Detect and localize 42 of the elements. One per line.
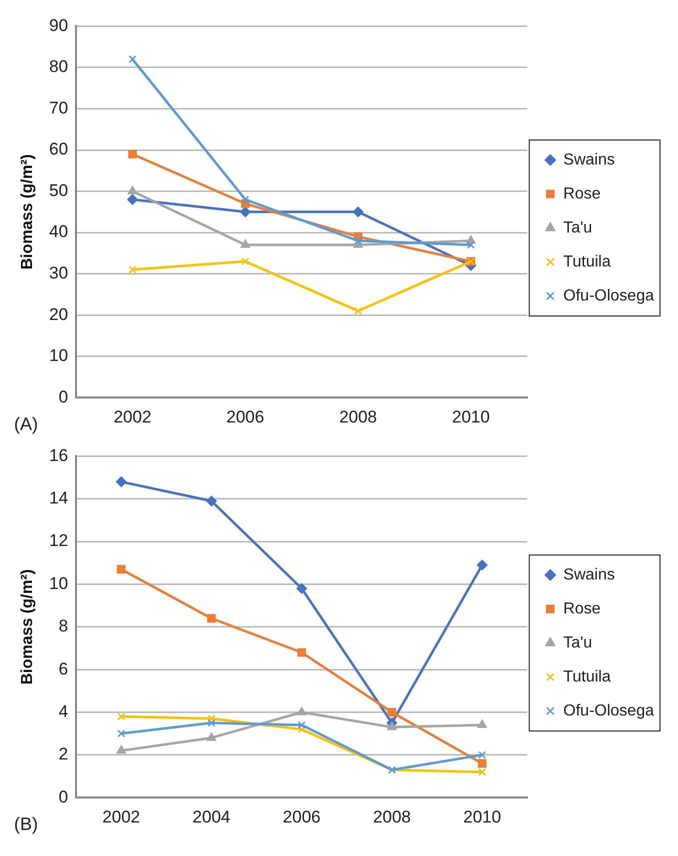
legend-label: Ta'u: [563, 219, 592, 236]
text: (B): [14, 814, 38, 834]
x-tick-label: 2010: [452, 407, 490, 426]
text: (A): [14, 414, 38, 434]
x-tick-label: 2006: [226, 407, 264, 426]
y-tick-label: 12: [49, 531, 68, 550]
y-tick-label: 60: [49, 140, 68, 159]
legend-label: Tutuila: [563, 253, 611, 270]
legend-label: Ofu-Olosega: [563, 702, 654, 720]
x-tick-label: 2008: [373, 807, 411, 826]
x-tick-label: 2004: [192, 807, 230, 826]
legend-label: Rose: [563, 600, 601, 618]
x-tick-label: 2002: [102, 807, 140, 826]
y-axis-title: Biomass (g/m²): [19, 154, 36, 270]
x-tick-label: 2010: [463, 807, 502, 826]
y-tick-label: 50: [49, 180, 68, 200]
y-axis-title: Biomass (g/m²): [19, 569, 36, 685]
y-tick-label: 70: [49, 98, 68, 118]
y-tick-label: 6: [58, 659, 68, 678]
y-tick-label: 4: [58, 702, 68, 721]
y-tick-label: 0: [58, 787, 68, 806]
y-tick-label: 30: [49, 263, 68, 282]
y-tick-label: 80: [49, 57, 68, 76]
x-tick-label: 2002: [114, 407, 152, 426]
y-tick-label: 90: [49, 16, 68, 35]
legend-label: Swains: [563, 151, 615, 168]
legend-label: Ta'u: [563, 634, 592, 652]
x-tick-label: 2008: [339, 407, 378, 426]
y-tick-label: 14: [49, 488, 68, 508]
y-tick-label: 10: [49, 346, 68, 366]
legend-label: Swains: [563, 566, 615, 584]
y-tick-label: 8: [58, 616, 68, 636]
y-tick-label: 20: [49, 304, 68, 324]
x-tick-label: 2006: [282, 807, 321, 826]
y-tick-label: 40: [49, 222, 68, 242]
y-tick-label: 0: [58, 387, 68, 406]
y-tick-label: 2: [58, 744, 68, 764]
y-tick-label: 16: [49, 446, 68, 465]
y-tick-label: 10: [49, 574, 68, 593]
legend-label: Rose: [563, 185, 601, 202]
legend-label: Tutuila: [563, 668, 611, 686]
legend-label: Ofu-Olosega: [563, 287, 654, 304]
